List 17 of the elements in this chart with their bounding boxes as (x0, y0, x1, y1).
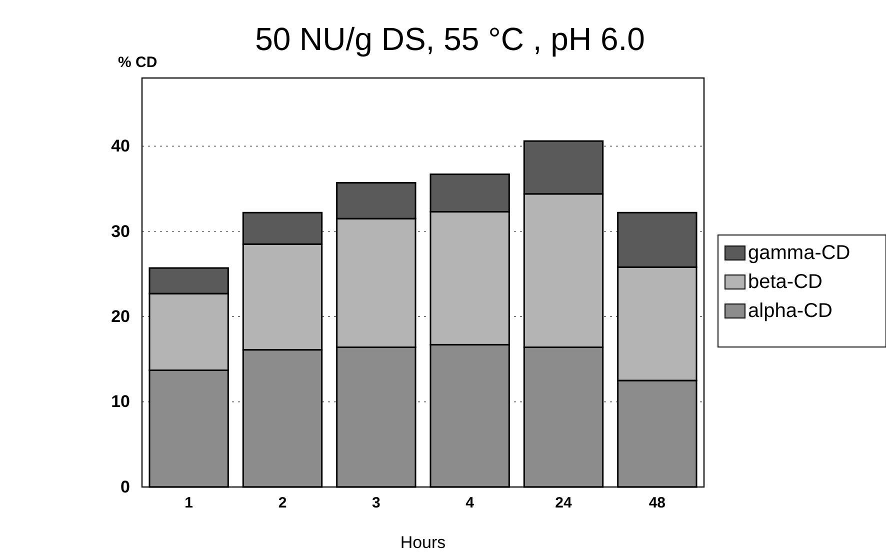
y-tick-label: 30 (111, 222, 130, 241)
x-tick-label: 3 (372, 494, 380, 512)
x-tick-label: 24 (555, 494, 572, 512)
legend-label: beta-CD (748, 271, 822, 293)
y-tick-label: 10 (111, 392, 130, 412)
legend-label: alpha-CD (748, 300, 832, 322)
y-tick-label: 0 (120, 477, 130, 496)
x-axis-title: Hours (400, 533, 446, 552)
x-tick-label: 4 (466, 494, 475, 512)
chart-title: 50 NU/g DS, 55 °C , pH 6.0 (255, 21, 645, 57)
x-tick-label: 1 (184, 494, 194, 512)
y-tick-label: 40 (111, 136, 130, 156)
x-tick-label: 2 (278, 494, 287, 512)
x-tick-label: 48 (648, 494, 666, 512)
legend-label: gamma-CD (748, 242, 850, 264)
y-axis-title: % CD (118, 54, 158, 71)
y-tick-label: 20 (111, 307, 130, 326)
